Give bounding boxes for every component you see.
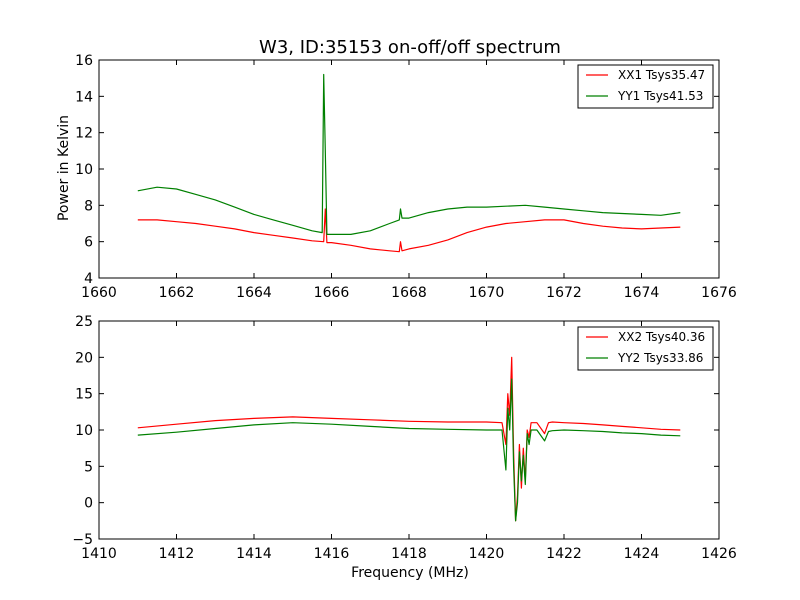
bottom-ytick-label: 5: [84, 459, 93, 475]
bottom-panel: Frequency (MHz) 1410 1412 1414 1416 1418 1420…: [72, 314, 737, 581]
top-ytick-label: 12: [75, 126, 93, 142]
bottom-xtick-label: 1418: [391, 546, 427, 562]
top-panel: W3, ID:35153 on-off/off spectrum Power i…: [56, 37, 737, 301]
top-xtick-label: 1676: [701, 285, 737, 301]
top-ytick-label: 14: [75, 89, 93, 105]
bottom-xtick-label: 1412: [159, 546, 195, 562]
bottom-xtick-label: 1426: [701, 546, 737, 562]
bottom-tick-layer: 1410 1412 1414 1416 1418 1420 1422 1424 1426 −5 0 5…: [72, 314, 737, 562]
bottom-xtick-label: 1420: [469, 546, 505, 562]
bottom-xtick-label: 1422: [546, 546, 582, 562]
bottom-series-line-1: [137, 378, 681, 522]
bottom-series-line-0: [137, 356, 681, 522]
bottom-ytick-label: 15: [75, 387, 93, 403]
bottom-xtick-label: 1414: [236, 546, 272, 562]
top-ytick-label: 16: [75, 53, 93, 69]
bottom-legend: XX2 Tsys40.36 YY2 Tsys33.86: [577, 326, 714, 371]
bottom-xtick-label: 1416: [314, 546, 350, 562]
bottom-legend-label-yy2: YY2 Tsys33.86: [617, 351, 703, 365]
top-legend: XX1 Tsys35.47 YY1 Tsys41.53: [577, 64, 714, 109]
top-legend-box: [577, 64, 714, 109]
bottom-ytick-label: 25: [75, 314, 93, 330]
top-xtick-label: 1670: [469, 285, 505, 301]
top-tick-layer: 1660 1662 1664 1666 1668 1670 1672 1674 1676 4 6 8 1…: [75, 53, 737, 301]
top-xtick-label: 1672: [546, 285, 582, 301]
top-xtick-label: 1662: [159, 285, 195, 301]
top-ytick-label: 8: [84, 198, 93, 214]
top-legend-label-xx1: XX1 Tsys35.47: [618, 68, 705, 82]
top-series-line-0: [137, 208, 681, 253]
top-ytick-label: 6: [84, 235, 93, 251]
bottom-ytick-label: 20: [75, 350, 93, 366]
top-legend-label-yy1: YY1 Tsys41.53: [617, 89, 703, 103]
top-series-layer: [137, 73, 681, 253]
top-panel-title: W3, ID:35153 on-off/off spectrum: [259, 37, 561, 58]
top-xtick-label: 1664: [236, 285, 272, 301]
top-panel-ylabel: Power in Kelvin: [56, 115, 72, 221]
top-xtick-label: 1674: [624, 285, 660, 301]
bottom-xtick-label: 1410: [81, 546, 117, 562]
top-ytick-label: 10: [75, 162, 93, 178]
bottom-ytick-label: 0: [84, 496, 93, 512]
top-xtick-label: 1668: [391, 285, 427, 301]
bottom-panel-xlabel: Frequency (MHz): [351, 565, 469, 581]
bottom-series-layer: [137, 356, 681, 522]
top-ytick-label: 4: [84, 271, 93, 287]
top-xtick-label: 1666: [314, 285, 350, 301]
bottom-legend-box: [577, 326, 714, 371]
bottom-xtick-label: 1424: [624, 546, 660, 562]
bottom-ytick-label: 10: [75, 423, 93, 439]
top-series-line-1: [137, 73, 681, 235]
top-xtick-label: 1660: [81, 285, 117, 301]
bottom-ytick-label: −5: [72, 532, 93, 548]
bottom-legend-label-xx2: XX2 Tsys40.36: [618, 330, 705, 344]
